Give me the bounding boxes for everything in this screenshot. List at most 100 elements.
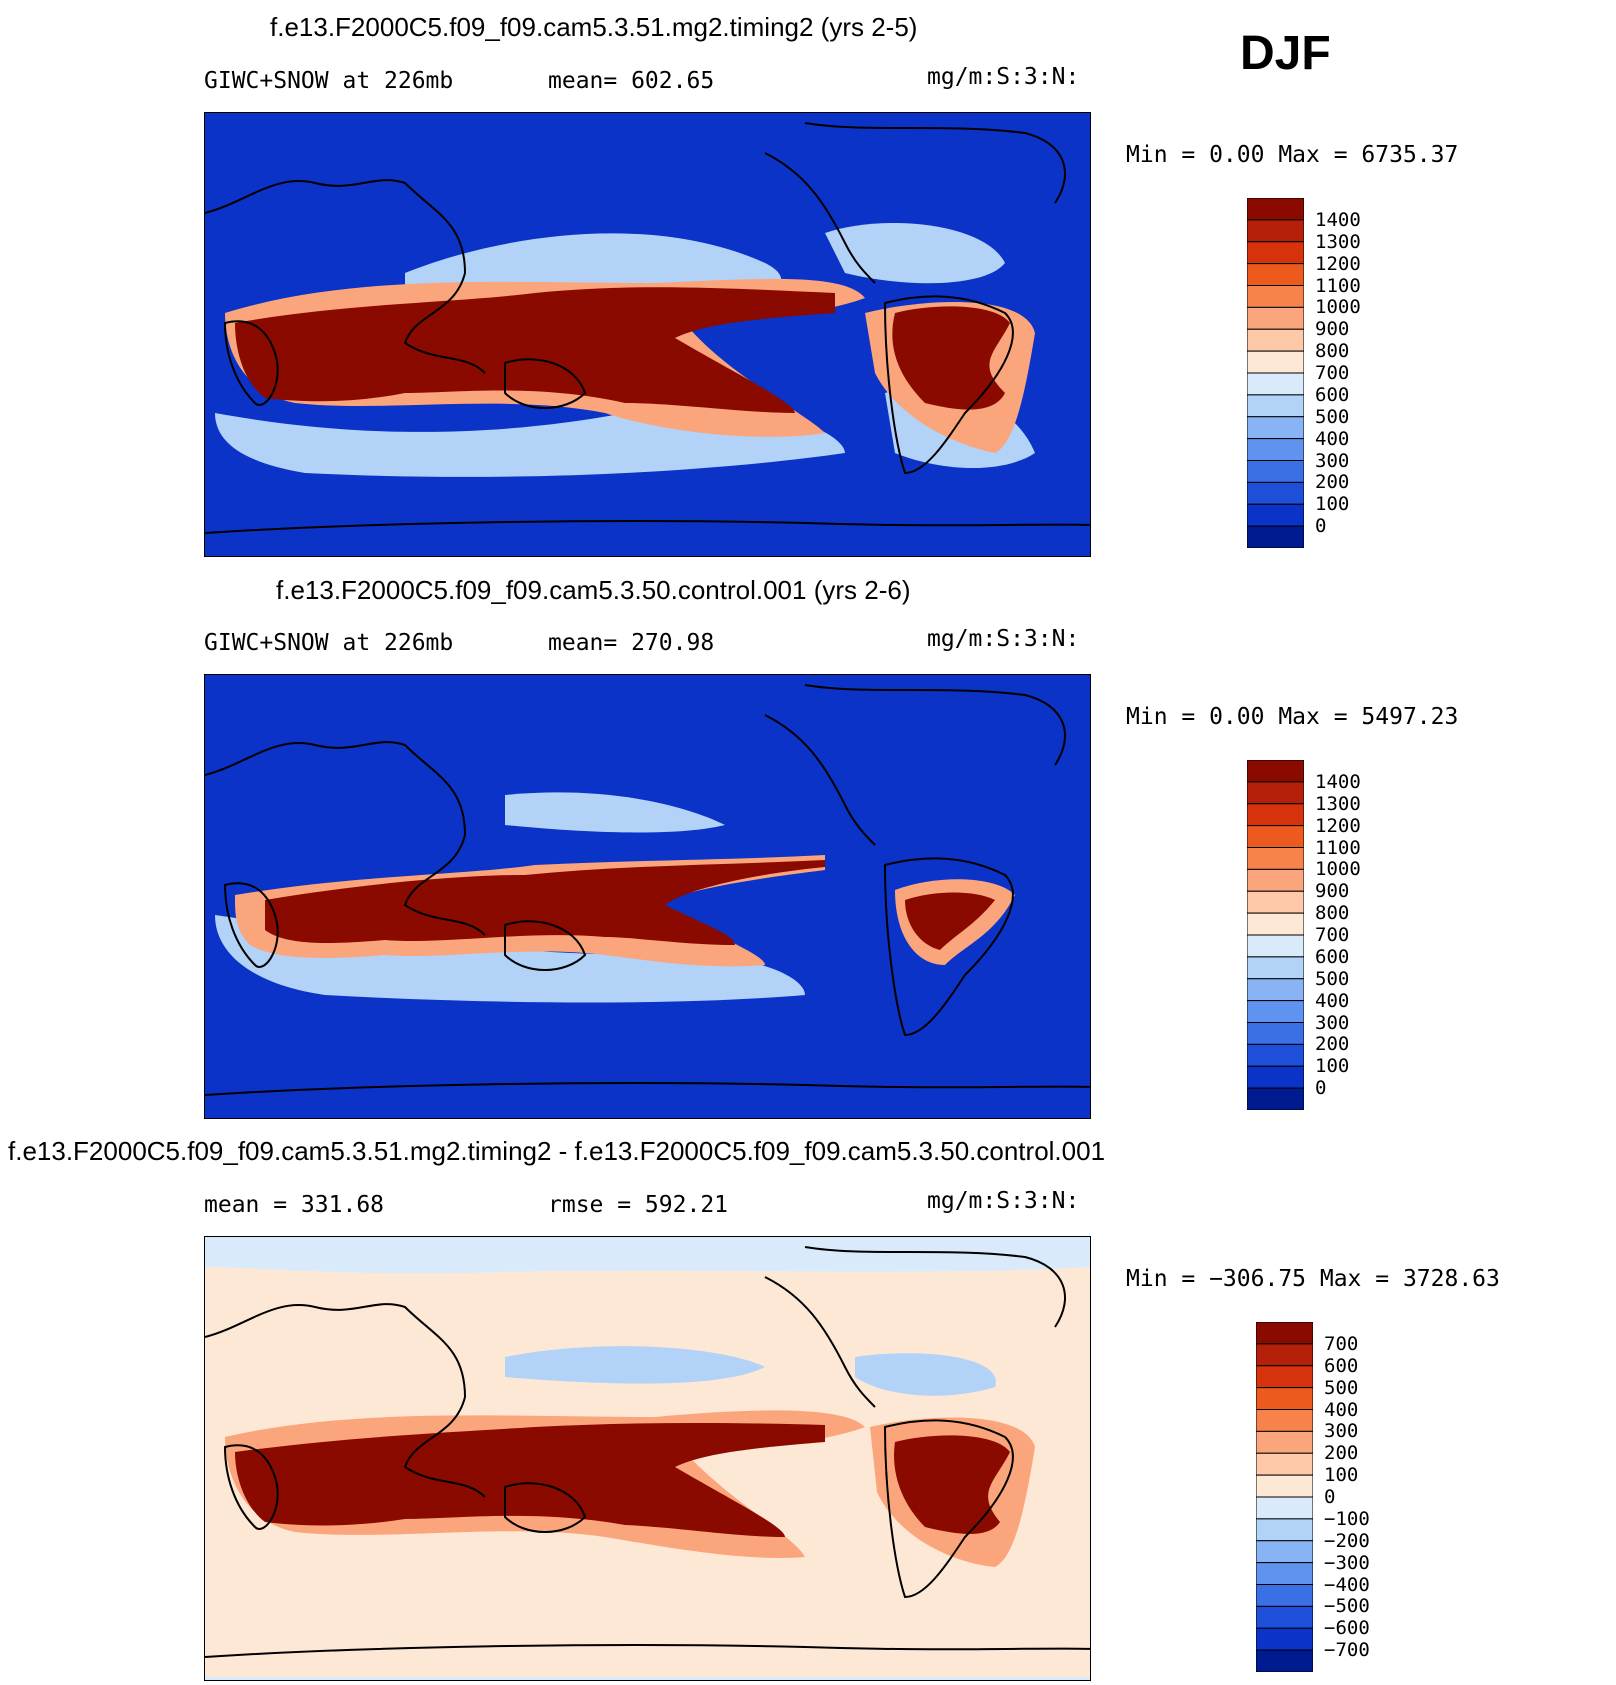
colorbar-swatch: [1255, 1430, 1314, 1454]
colorbar-tick-label: 1300: [1315, 230, 1361, 253]
panel2-map: [204, 674, 1091, 1119]
colorbar-swatch: [1255, 1605, 1314, 1629]
colorbar-tick-label: 1000: [1315, 296, 1361, 319]
colorbar-tick-label: 600: [1315, 383, 1350, 406]
colorbar-tick-label: −700: [1324, 1639, 1370, 1662]
panel2-units-label: mg/m:S:3:N:: [927, 626, 1080, 652]
colorbar-tick-label: 0: [1315, 1077, 1327, 1100]
panel1-map: [204, 112, 1091, 557]
colorbar-swatch: [1246, 416, 1305, 440]
colorbar-swatch: [1246, 285, 1305, 308]
panel2-colorbar: 1400 1300 1200 1100 1000 900 800 700 600 500 400 30…: [1246, 759, 1361, 1115]
colorbar-tick-label: 0: [1324, 1486, 1336, 1508]
colorbar-tick-label: 600: [1315, 945, 1350, 968]
colorbar-tick-label: 100: [1315, 1055, 1350, 1078]
panel1-units-label: mg/m:S:3:N:: [927, 64, 1080, 90]
colorbar-tick-label: −600: [1324, 1617, 1370, 1640]
colorbar-tick-label: 700: [1324, 1332, 1359, 1355]
colorbar-swatch: [1255, 1518, 1314, 1542]
colorbar-tick-label: 1000: [1315, 858, 1361, 881]
colorbar-swatch: [1255, 1540, 1314, 1564]
panel2-title: f.e13.F2000C5.f09_f09.cam5.3.50.control.…: [276, 575, 911, 605]
colorbar-tick-label: 500: [1315, 967, 1350, 990]
colorbar-swatch: [1246, 890, 1305, 914]
colorbar-swatch: [1246, 197, 1305, 221]
colorbar-tick-label: 1100: [1315, 836, 1361, 859]
panel3-units-label: mg/m:S:3:N:: [927, 1188, 1080, 1214]
colorbar-swatch: [1246, 825, 1305, 848]
colorbar-swatch: [1246, 1022, 1305, 1045]
colorbar-swatch: [1246, 394, 1305, 418]
colorbar-tick-label: −400: [1324, 1573, 1370, 1596]
colorbar-swatch: [1255, 1452, 1314, 1476]
colorbar-swatch: [1255, 1584, 1314, 1607]
panel1-minmax-label: Min = 0.00 Max = 6735.37: [1126, 142, 1459, 168]
colorbar-tick-label: 1200: [1315, 252, 1361, 275]
panel1-variable-label: GIWC+SNOW at 226mb: [204, 68, 454, 94]
colorbar-swatch: [1246, 525, 1305, 549]
colorbar-tick-label: −500: [1324, 1595, 1370, 1618]
colorbar-swatch: [1246, 1087, 1305, 1111]
colorbar-swatch: [1255, 1649, 1314, 1673]
colorbar-swatch: [1246, 1043, 1305, 1067]
panel1-mean-label: mean= 602.65: [548, 68, 715, 94]
colorbar-tick-label: 200: [1324, 1442, 1359, 1465]
colorbar-swatch: [1255, 1321, 1314, 1345]
panel2-minmax-label: Min = 0.00 Max = 5497.23: [1126, 704, 1459, 730]
panel1-colorbar-swatches: [1246, 197, 1305, 549]
colorbar-swatch: [1246, 1065, 1305, 1089]
colorbar-swatch: [1255, 1474, 1314, 1498]
colorbar-swatch: [1246, 503, 1305, 527]
colorbar-tick-label: 400: [1315, 427, 1350, 450]
colorbar-tick-label: 1400: [1315, 208, 1361, 231]
colorbar-swatch: [1246, 328, 1305, 352]
colorbar-tick-label: 800: [1315, 902, 1350, 925]
colorbar-tick-label: 1200: [1315, 814, 1361, 837]
panel2-mean-label: mean= 270.98: [548, 630, 715, 656]
colorbar-tick-label: 300: [1324, 1420, 1359, 1443]
panel3-mean-label: mean = 331.68: [204, 1192, 385, 1218]
colorbar-swatch: [1246, 912, 1305, 936]
panel3-field: [205, 1237, 1090, 1680]
colorbar-swatch: [1246, 306, 1305, 330]
colorbar-swatch: [1255, 1409, 1314, 1432]
colorbar-swatch: [1246, 847, 1305, 870]
colorbar-swatch: [1246, 934, 1305, 958]
panel2-field: [205, 675, 1090, 1118]
colorbar-tick-label: 100: [1315, 493, 1350, 516]
colorbar-swatch: [1255, 1496, 1314, 1520]
colorbar-swatch: [1246, 219, 1305, 243]
colorbar-tick-label: 200: [1315, 1033, 1350, 1056]
colorbar-tick-label: 400: [1315, 989, 1350, 1012]
colorbar-tick-label: 400: [1324, 1398, 1359, 1421]
colorbar-swatch: [1246, 481, 1305, 505]
panel1-colorbar: 1400 1300 1200 1100 1000 900 800 700 600 500 400 30…: [1246, 197, 1361, 553]
panel2-variable-label: GIWC+SNOW at 226mb: [204, 630, 454, 656]
panel1-field: [205, 113, 1090, 556]
panel3-map: [204, 1236, 1091, 1681]
colorbar-tick-label: 900: [1315, 880, 1350, 903]
colorbar-swatch: [1255, 1627, 1314, 1651]
colorbar-tick-label: 300: [1315, 1011, 1350, 1034]
colorbar-swatch: [1246, 978, 1305, 1002]
colorbar-tick-label: 800: [1315, 340, 1350, 363]
colorbar-tick-label: −300: [1324, 1551, 1370, 1574]
colorbar-tick-label: 600: [1324, 1354, 1359, 1377]
colorbar-swatch: [1255, 1365, 1314, 1389]
panel3-rmse-label: rmse = 592.21: [548, 1192, 729, 1218]
colorbar-swatch: [1246, 438, 1305, 461]
colorbar-swatch: [1246, 372, 1305, 396]
colorbar-swatch: [1255, 1343, 1314, 1367]
colorbar-tick-label: 700: [1315, 362, 1350, 384]
colorbar-tick-label: 1100: [1315, 274, 1361, 297]
colorbar-swatch: [1255, 1387, 1314, 1410]
colorbar-tick-label: 300: [1315, 449, 1350, 472]
colorbar-swatch: [1246, 241, 1305, 265]
colorbar-swatch: [1246, 1000, 1305, 1023]
colorbar-swatch: [1246, 781, 1305, 805]
season-label: DJF: [1240, 27, 1331, 80]
colorbar-swatch: [1246, 350, 1305, 374]
colorbar-swatch: [1246, 263, 1305, 286]
colorbar-swatch: [1246, 868, 1305, 892]
colorbar-swatch: [1246, 803, 1305, 827]
